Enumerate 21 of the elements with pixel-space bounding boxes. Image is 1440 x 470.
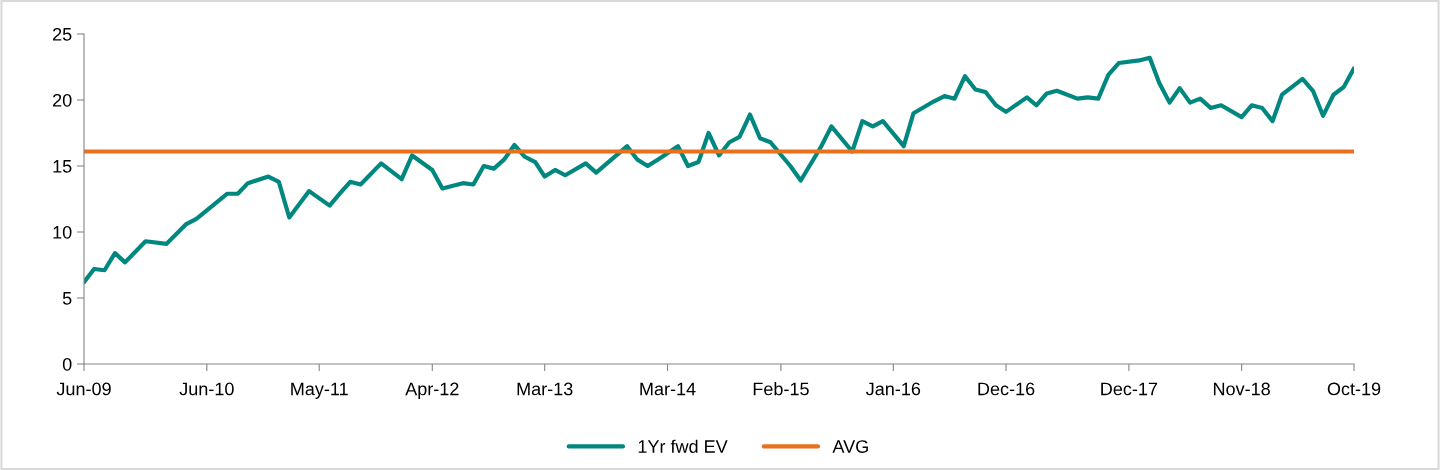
y-tick-label: 20	[53, 93, 72, 107]
y-tick-label: 15	[53, 160, 72, 173]
legend-label: 1Yr fwd EV	[638, 439, 728, 453]
y-tick-label: 0	[62, 357, 72, 371]
x-tick-label: Dec-17	[1101, 382, 1158, 396]
x-tick-label: Jun-10	[179, 382, 234, 396]
x-tick-label: Dec-16	[978, 382, 1035, 396]
x-tick-label: Mar-14	[640, 382, 696, 396]
x-tick-label: May-11	[291, 382, 348, 399]
y-tick-label: 25	[53, 27, 72, 41]
y-tick-label: 10	[53, 225, 72, 239]
x-tick-label: Mar-13	[517, 382, 573, 396]
line-series	[84, 55, 1354, 285]
x-tick-label: Nov-18	[1213, 382, 1270, 396]
y-tick-label: 5	[62, 292, 72, 305]
x-tick-label: Jun-09	[56, 382, 111, 396]
legend-label: AVG	[832, 440, 868, 453]
x-tick-label: Feb-15	[753, 382, 809, 396]
x-tick-label: Oct-19	[1327, 382, 1381, 396]
x-tick-label: Jan-16	[865, 382, 921, 396]
x-tick-label: Apr-12	[405, 382, 459, 399]
